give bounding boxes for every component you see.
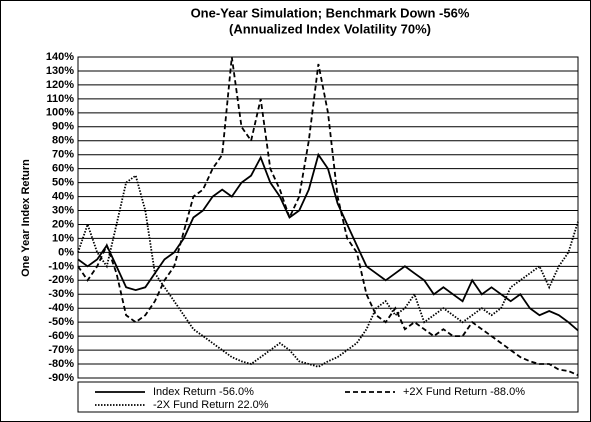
y-tick-label: 0% [58, 246, 74, 258]
y-tick-label: 110% [46, 93, 74, 105]
y-tick-label: 80% [52, 135, 74, 147]
series-line [77, 56, 579, 377]
y-tick-label: -70% [48, 344, 74, 356]
y-tick-label: 40% [52, 190, 74, 202]
y-tick-label: 30% [52, 204, 74, 216]
y-tick-label: -20% [48, 274, 74, 286]
y-tick-label: -80% [48, 358, 74, 370]
plot-area [77, 56, 579, 379]
y-tick-label: 20% [52, 218, 74, 230]
legend-label: +2X Fund Return -88.0% [403, 386, 525, 398]
series-line [77, 152, 579, 332]
y-tick-label: 70% [52, 149, 74, 161]
chart-subtitle: (Annualized Index Volatility 70%) [229, 21, 431, 36]
y-tick-label: -50% [48, 316, 74, 328]
y-tick-label: 100% [46, 107, 74, 119]
y-axis-label: One Year Index Return [20, 159, 32, 277]
y-tick-label: 90% [52, 121, 74, 133]
y-tick-label: -30% [48, 288, 74, 300]
y-tick-label: 130% [46, 65, 74, 77]
y-tick-label: 10% [52, 232, 74, 244]
y-tick-label: -60% [48, 330, 74, 342]
y-tick-label: 60% [52, 163, 74, 175]
y-tick-label: 120% [46, 79, 74, 91]
y-tick-label: -40% [48, 302, 74, 314]
legend [77, 381, 579, 413]
y-tick-label: 140% [46, 51, 74, 63]
y-tick-label: -10% [48, 260, 74, 272]
y-tick-label: 50% [52, 177, 74, 189]
legend-label: -2X Fund Return 22.0% [153, 399, 269, 411]
series-line [77, 174, 579, 368]
legend-label: Index Return -56.0% [153, 386, 254, 398]
chart-title: One-Year Simulation; Benchmark Down -56% [191, 5, 470, 20]
y-tick-label: -90% [48, 372, 74, 384]
